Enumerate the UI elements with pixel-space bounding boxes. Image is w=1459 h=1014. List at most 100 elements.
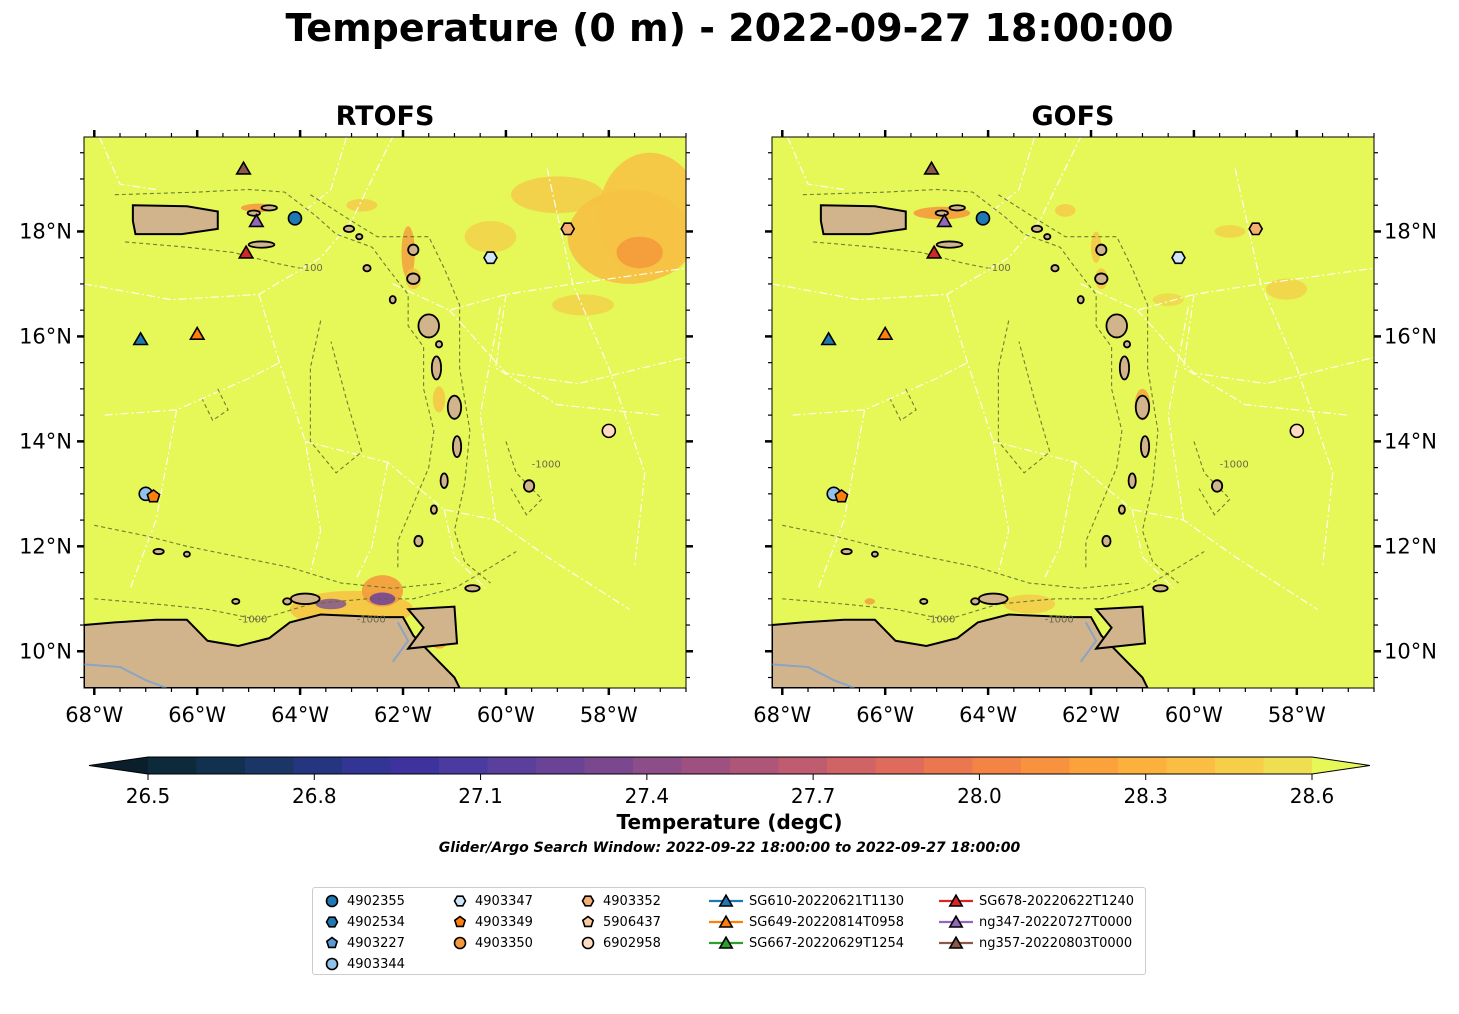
temperature-anomaly bbox=[511, 176, 604, 214]
legend-label: 4903352 bbox=[603, 893, 661, 909]
colorbar-segment bbox=[681, 757, 731, 774]
legend-item: 5906437 bbox=[579, 913, 661, 931]
legend-label: 4903227 bbox=[347, 935, 405, 951]
land-island bbox=[970, 597, 981, 606]
observation-ng357-20220803T0000 bbox=[235, 160, 252, 175]
observation-SG649-20220814T0958 bbox=[877, 325, 894, 341]
land-island bbox=[282, 597, 293, 606]
temperature-anomaly bbox=[1054, 204, 1076, 217]
land-venezuela bbox=[84, 613, 461, 688]
land-island bbox=[1117, 504, 1126, 515]
legend-label: 4903350 bbox=[475, 935, 533, 951]
legend-circle-icon bbox=[581, 936, 595, 950]
lat-tick-label: 14°N bbox=[1384, 429, 1437, 453]
legend-marker-icon bbox=[325, 957, 339, 971]
legend-marker-icon bbox=[453, 936, 467, 950]
bathymetry-contour bbox=[94, 524, 445, 589]
boundary-line bbox=[258, 294, 322, 573]
colorbar-segment bbox=[196, 757, 246, 774]
lon-tick-label: 68°W bbox=[65, 703, 123, 727]
legend-marker-icon bbox=[939, 935, 973, 949]
figure-title: Temperature (0 m) - 2022-09-27 18:00:00 bbox=[285, 6, 1174, 50]
colorbar-segment bbox=[293, 757, 343, 774]
lat-tick-label: 16°N bbox=[1384, 324, 1437, 348]
legend-marker-icon bbox=[939, 893, 973, 907]
colorbar-segment bbox=[148, 757, 198, 774]
legend-circle-icon bbox=[453, 936, 467, 950]
land-island bbox=[413, 534, 424, 548]
contour-label: -1000 bbox=[532, 460, 561, 471]
colorbar-tick-label: 26.8 bbox=[292, 784, 337, 808]
land-island bbox=[934, 209, 949, 217]
temperature-anomaly bbox=[432, 386, 446, 413]
land-island bbox=[840, 548, 853, 556]
river bbox=[391, 621, 410, 663]
bathymetry-contour bbox=[310, 194, 491, 584]
legend-hexagon-icon bbox=[453, 895, 467, 907]
legend-label: SG667-20220629T1254 bbox=[749, 935, 905, 951]
observation-4903349 bbox=[146, 489, 161, 503]
legend-label: 4902534 bbox=[347, 914, 405, 930]
temperature-anomaly bbox=[1152, 293, 1184, 306]
land-island bbox=[429, 504, 438, 515]
legend-marker-icon bbox=[581, 936, 595, 950]
colorbar-segment bbox=[1118, 757, 1168, 774]
observation-4903352 bbox=[1248, 222, 1264, 236]
colorbar-segment bbox=[487, 757, 537, 774]
boundary-line bbox=[304, 137, 347, 211]
colorbar-min-extend bbox=[89, 757, 148, 774]
contour-label: -1000 bbox=[238, 614, 267, 625]
land-island bbox=[406, 272, 421, 285]
colorbar-tick-label: 28.6 bbox=[1290, 784, 1335, 808]
map-frame bbox=[771, 136, 1375, 689]
legend-label: 6902958 bbox=[603, 935, 661, 951]
legend-pentagon-icon bbox=[453, 915, 467, 928]
lon-tick-label: 58°W bbox=[1268, 703, 1326, 727]
river bbox=[1079, 621, 1098, 663]
legend-triangle-icon bbox=[718, 914, 734, 928]
boundary-line bbox=[993, 440, 1318, 610]
land-island bbox=[1050, 264, 1060, 273]
lon-tick-label: 60°W bbox=[1165, 703, 1223, 727]
colorbar-segment bbox=[1215, 757, 1265, 774]
legend-marker-icon bbox=[581, 895, 595, 907]
lon-tick-label: 60°W bbox=[477, 703, 535, 727]
legend-item: 4903352 bbox=[579, 892, 661, 910]
legend-item: 6902958 bbox=[579, 934, 661, 952]
land-puerto-rico bbox=[131, 204, 219, 236]
legend-triangle-icon bbox=[948, 935, 964, 949]
legend-label: 5906437 bbox=[603, 914, 661, 930]
map-panel-gofs: -100 -1000 -1000 -1000 68°W 66°W 64°W 62°W 60°W 5… bbox=[753, 130, 1437, 727]
land-trinidad bbox=[1094, 605, 1147, 650]
colorbar-segment bbox=[633, 757, 683, 774]
observation-SG610-20220621T1130 bbox=[132, 331, 149, 346]
boundary-line bbox=[1182, 294, 1349, 416]
legend-marker-icon bbox=[709, 893, 743, 907]
legend-item: SG649-20220814T0958 bbox=[709, 913, 904, 931]
legend-triangle-icon bbox=[718, 935, 734, 949]
boundary-line bbox=[946, 294, 1010, 573]
observation-4903349 bbox=[834, 489, 849, 503]
colorbar-tick-label: 27.1 bbox=[458, 784, 503, 808]
observation-SG678-20220622T1240 bbox=[237, 244, 255, 259]
lat-tick-label: 18°N bbox=[19, 219, 72, 243]
colorbar-tick-label: 28.3 bbox=[1123, 784, 1168, 808]
boundary-line bbox=[494, 294, 661, 416]
legend-item: 4903347 bbox=[451, 892, 533, 910]
colorbar-tick-label: 27.4 bbox=[625, 784, 670, 808]
colorbar-segment bbox=[827, 757, 877, 774]
lat-tick-label: 14°N bbox=[19, 429, 72, 453]
boundary-line bbox=[129, 409, 178, 589]
lat-tick-label: 10°N bbox=[1384, 639, 1437, 663]
colorbar-segment bbox=[245, 757, 295, 774]
land-island bbox=[246, 209, 261, 217]
land-island bbox=[1140, 435, 1151, 459]
land-island bbox=[523, 479, 536, 493]
land-island bbox=[362, 264, 372, 273]
boundary-line bbox=[443, 509, 486, 589]
colorbar-segment bbox=[1021, 757, 1071, 774]
colorbar-label: Temperature (degC) bbox=[616, 810, 843, 834]
legend-label: 4903349 bbox=[475, 914, 533, 930]
boundary-line bbox=[84, 137, 394, 301]
